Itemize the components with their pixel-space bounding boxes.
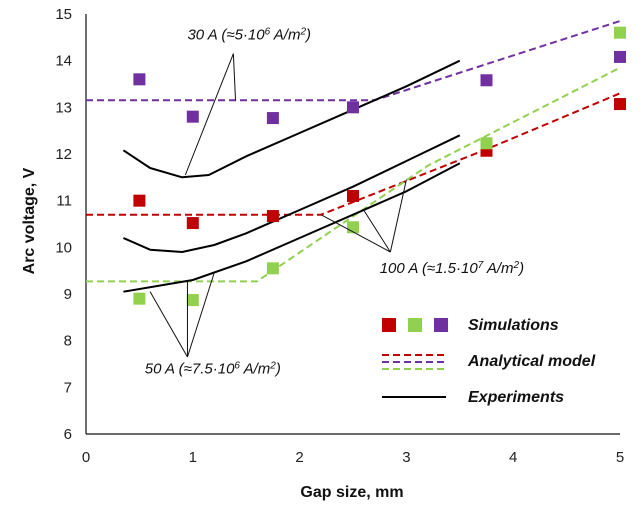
analytical-50A-line	[86, 66, 621, 283]
x-tick-label: 0	[82, 449, 90, 466]
y-tick-label: 11	[56, 193, 72, 210]
legend-label: Simulations	[468, 317, 559, 334]
y-tick-label: 9	[64, 286, 72, 303]
axes	[85, 14, 620, 435]
annot-100A-label: 100 A (≈1.5·107 A/m2)	[380, 260, 524, 278]
sim-30A-point	[186, 110, 199, 123]
exp-50A-line	[123, 162, 461, 293]
sim-30A-point	[266, 112, 279, 125]
y-tick-label: 10	[55, 239, 72, 256]
x-tick-label: 5	[616, 449, 624, 466]
annot-50A-pointer	[149, 291, 188, 358]
sim-100A-point	[133, 194, 146, 207]
sim-100A-point	[347, 190, 359, 202]
x-axis-label: Gap size, mm	[300, 484, 403, 501]
legend-square	[434, 318, 448, 332]
annot-30A-pointer	[184, 53, 234, 176]
annot-100A-pointer	[320, 214, 391, 253]
legend-label: Experiments	[468, 389, 564, 406]
annot-30A-pointer	[232, 53, 237, 101]
x-tick-label: 2	[295, 449, 303, 466]
sim-50A-point	[133, 292, 146, 305]
legend-label: Analytical model	[467, 353, 596, 370]
annot-100A-pointer	[363, 209, 391, 253]
legend-square	[408, 318, 422, 332]
sim-30A-point	[347, 101, 359, 114]
exp-30A-line	[122, 59, 461, 179]
y-tick-label: 7	[64, 379, 72, 396]
sim-100A-point	[266, 210, 279, 223]
sim-30A-point	[614, 50, 626, 63]
x-tick-label: 1	[189, 449, 197, 466]
analytical-30A-line	[86, 20, 621, 102]
sim-100A-point	[186, 217, 199, 230]
y-tick-label: 14	[55, 53, 72, 70]
sim-50A-point	[480, 137, 493, 150]
sim-30A-point	[133, 73, 146, 86]
annotations: 30 A (≈5·106 A/m2) 100 A (≈1.5·107 A/m2) 5…	[145, 26, 524, 377]
sim-100A-point	[614, 98, 626, 111]
legend-square	[382, 318, 396, 332]
sim-30A-point	[480, 74, 493, 87]
y-tick-label: 15	[55, 6, 72, 23]
sim-50A-point	[614, 26, 626, 39]
exp-100A-line	[122, 134, 461, 253]
annot-50A-label: 50 A (≈7.5·106 A/m2)	[145, 360, 281, 378]
analytical-100A-line	[86, 92, 621, 216]
y-axis-label: Arc voltage, V	[21, 167, 38, 274]
legend: Simulations Analytical model Experiments	[382, 317, 596, 406]
y-tick-label: 13	[55, 99, 72, 116]
annot-30A-label: 30 A (≈5·106 A/m2)	[187, 26, 311, 44]
y-tick-label: 6	[64, 426, 72, 443]
x-tick-label: 3	[402, 449, 410, 466]
sim-50A-point	[186, 294, 199, 307]
annot-100A-pointer	[389, 179, 407, 253]
sim-50A-point	[266, 262, 279, 275]
y-tick-label: 8	[64, 333, 72, 350]
x-tick-label: 4	[509, 449, 517, 466]
annot-50A-pointer	[186, 272, 215, 358]
series	[86, 20, 626, 307]
y-tick-label: 12	[55, 146, 72, 163]
